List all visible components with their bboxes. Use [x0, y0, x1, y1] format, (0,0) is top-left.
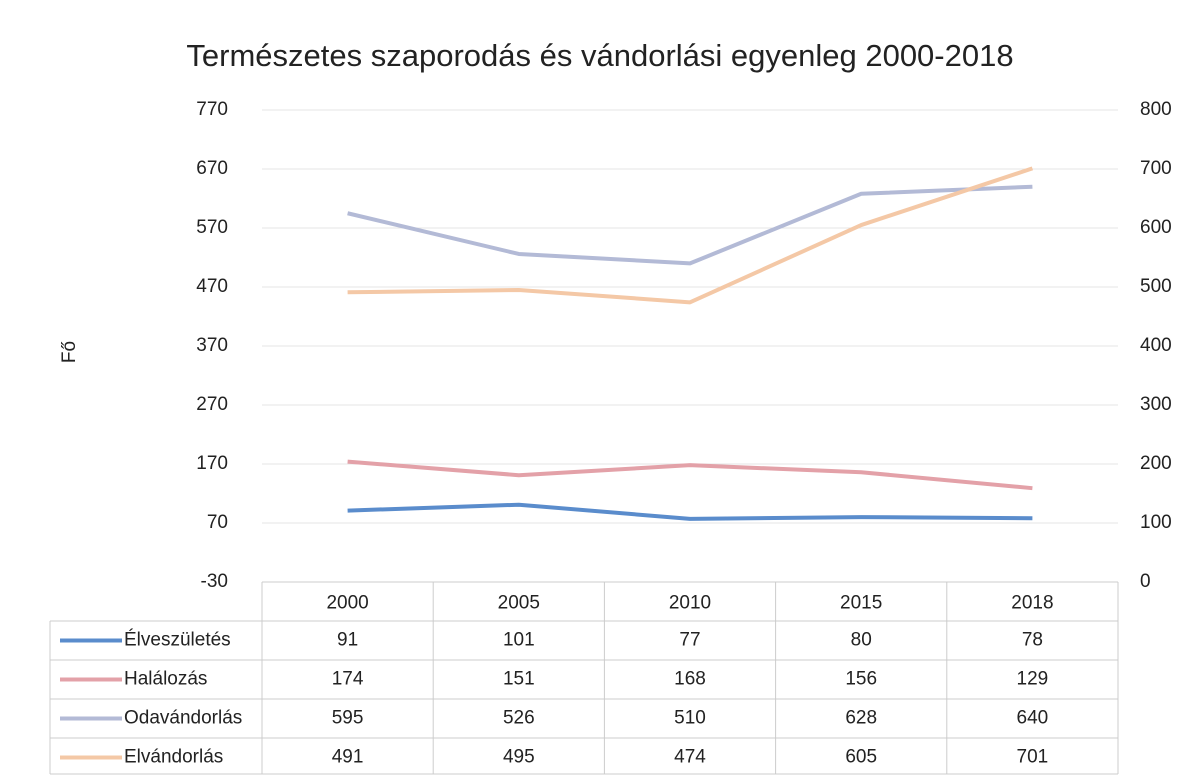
y2-tick-label: 100	[1140, 512, 1172, 533]
y-tick-label: 570	[196, 217, 228, 238]
y-tick-label: 170	[196, 453, 228, 474]
legend-label: Halálozás	[124, 669, 207, 690]
table-value: 78	[1022, 630, 1043, 651]
y2-tick-label: 800	[1140, 99, 1172, 120]
series-line	[347, 166, 1034, 305]
y2-tick-label: 300	[1140, 394, 1172, 415]
y-tick-label: 370	[196, 335, 228, 356]
table-value: 491	[332, 747, 364, 768]
legend-label: Élveszületés	[124, 630, 231, 651]
table-value: 174	[332, 669, 364, 690]
table-value: 640	[1017, 708, 1049, 729]
series-line	[347, 459, 1033, 491]
table-value: 510	[674, 708, 706, 729]
y-tick-label: -30	[201, 571, 228, 592]
y-tick-label: 270	[196, 394, 228, 415]
table-value: 91	[337, 630, 358, 651]
table-value: 80	[851, 630, 872, 651]
y2-tick-label: 500	[1140, 276, 1172, 297]
x-tick-label: 2018	[1011, 593, 1053, 614]
table-value: 474	[674, 747, 706, 768]
table-value: 495	[503, 747, 535, 768]
chart-title: Természetes szaporodás és vándorlási egy…	[186, 38, 1013, 73]
y2-tick-label: 200	[1140, 453, 1172, 474]
table-value: 168	[674, 669, 706, 690]
x-tick-label: 2010	[669, 593, 711, 614]
table-value: 156	[845, 669, 877, 690]
table-value: 101	[503, 630, 535, 651]
legend-label: Odavándorlás	[124, 708, 242, 729]
y2-tick-label: 700	[1140, 158, 1172, 179]
x-tick-label: 2000	[326, 593, 368, 614]
x-tick-label: 2015	[840, 593, 882, 614]
x-tick-label: 2005	[498, 593, 540, 614]
table-value: 605	[845, 747, 877, 768]
y2-tick-label: 400	[1140, 335, 1172, 356]
y-tick-label: 770	[196, 99, 228, 120]
table-value: 151	[503, 669, 535, 690]
y-tick-label: 670	[196, 158, 228, 179]
table-value: 595	[332, 708, 364, 729]
y2-tick-label: 600	[1140, 217, 1172, 238]
table-value: 628	[845, 708, 877, 729]
series-line	[347, 184, 1033, 266]
table-value: 129	[1017, 669, 1049, 690]
y-tick-label: 70	[207, 512, 228, 533]
y-tick-label: 470	[196, 276, 228, 297]
legend-label: Elvándorlás	[124, 747, 223, 768]
y-axis-label: Fő	[59, 341, 80, 363]
y2-tick-label: 0	[1140, 571, 1151, 592]
series-line	[347, 502, 1033, 521]
table-value: 77	[679, 630, 700, 651]
table-value: 701	[1017, 747, 1049, 768]
table-value: 526	[503, 708, 535, 729]
